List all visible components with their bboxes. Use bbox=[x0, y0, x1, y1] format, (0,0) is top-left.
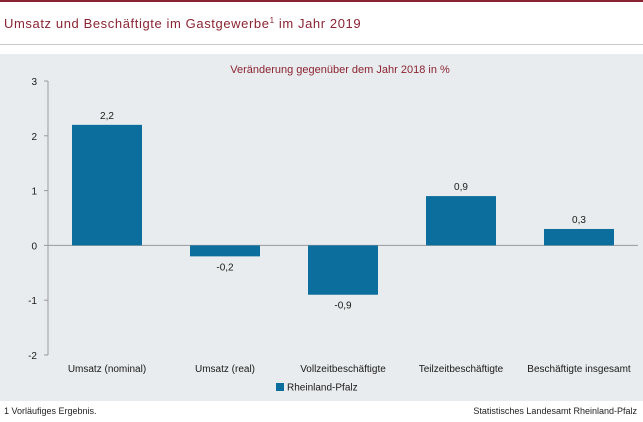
title-suffix: im Jahr 2019 bbox=[274, 16, 362, 31]
x-category-label: Umsatz (nominal) bbox=[68, 364, 146, 375]
title-text: Umsatz und Beschäftigte im Gastgewerbe bbox=[4, 16, 270, 31]
bar bbox=[190, 245, 260, 257]
legend: Rheinland-Pfalz bbox=[276, 383, 358, 394]
title-rule bbox=[0, 44, 643, 45]
data-label: 0,3 bbox=[572, 215, 586, 226]
page-title: Umsatz und Beschäftigte im Gastgewerbe1 … bbox=[4, 16, 361, 31]
data-label: -0,9 bbox=[334, 301, 352, 312]
y-tick-label: 2 bbox=[31, 132, 37, 143]
x-category-label: Teilzeitbeschäftigte bbox=[419, 364, 504, 375]
chart-subtitle: Veränderung gegenüber dem Jahr 2018 in % bbox=[230, 64, 450, 76]
y-tick-label: 3 bbox=[31, 77, 37, 88]
bar bbox=[426, 196, 496, 246]
bar bbox=[544, 228, 614, 246]
legend-swatch bbox=[276, 383, 284, 391]
top-rule bbox=[0, 0, 643, 2]
x-category-label: Beschäftigte insgesamt bbox=[527, 364, 631, 375]
x-category-label: Umsatz (real) bbox=[195, 364, 255, 375]
y-tick-label: -1 bbox=[28, 296, 37, 307]
source-note: Statistisches Landesamt Rheinland-Pfalz bbox=[473, 406, 637, 416]
footnote: 1 Vorläufiges Ergebnis. bbox=[4, 406, 97, 416]
y-tick-label: 0 bbox=[31, 241, 37, 252]
x-category-label: Vollzeitbeschäftigte bbox=[300, 364, 386, 375]
bar-layer bbox=[72, 124, 614, 295]
data-label: 0,9 bbox=[454, 182, 468, 193]
chart-panel: Veränderung gegenüber dem Jahr 2018 in %… bbox=[0, 54, 643, 401]
bar bbox=[72, 124, 142, 246]
data-label: -0,2 bbox=[216, 262, 234, 273]
y-tick-label: 1 bbox=[31, 187, 37, 198]
data-label: 2,2 bbox=[100, 111, 114, 122]
bar-chart: Veränderung gegenüber dem Jahr 2018 in %… bbox=[28, 64, 638, 394]
legend-label: Rheinland-Pfalz bbox=[287, 383, 358, 394]
y-tick-label: -2 bbox=[28, 351, 37, 362]
bar bbox=[308, 245, 378, 295]
title-footnote-marker: 1 bbox=[269, 16, 275, 25]
label-layer: 2,2 Umsatz (nominal) -0,2 Umsatz (real) -0,9… bbox=[68, 111, 631, 375]
